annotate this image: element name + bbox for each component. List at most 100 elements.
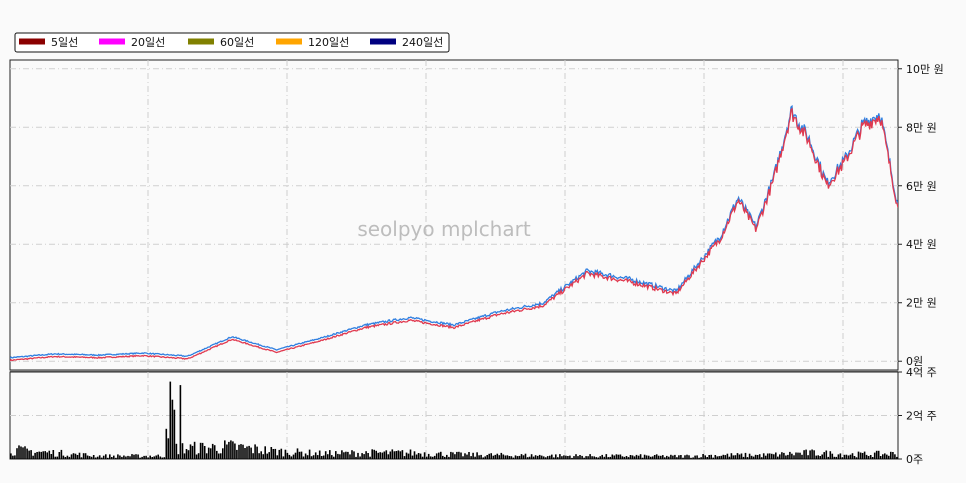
volume-bar [349, 454, 351, 459]
volume-bar [278, 449, 281, 459]
volume-bar [42, 451, 44, 459]
volume-bar [197, 453, 200, 459]
volume-bar [16, 448, 18, 459]
volume-bar [195, 454, 198, 459]
volume-bar [407, 453, 410, 459]
volume-bar [274, 448, 277, 459]
volume-bar [793, 455, 795, 459]
volume-bar [46, 452, 48, 459]
volume-bar [296, 448, 299, 459]
volume-bar [155, 455, 157, 459]
volume-bar [696, 455, 698, 459]
legend-swatch [276, 38, 302, 45]
volume-bar [549, 455, 551, 459]
price-panel[interactable]: seolpyo mplchart 0원 2만 원 4만 원 6만 원 8만 원 10만 원 [9, 59, 944, 371]
volume-tick-label: 2억 주 [906, 410, 937, 423]
volume-bar [244, 448, 246, 459]
volume-bar [877, 450, 880, 459]
volume-bar [300, 451, 303, 459]
volume-bar [492, 455, 495, 459]
volume-bar [890, 451, 892, 459]
volume-bar [216, 450, 218, 459]
volume-bar [621, 456, 624, 459]
volume-bar [159, 456, 162, 459]
volume-bar [773, 454, 775, 459]
volume-bar [286, 452, 289, 459]
volume-bar [809, 450, 811, 459]
volume-bar [791, 453, 793, 459]
volume-bar [849, 454, 852, 459]
volume-bar [639, 454, 642, 459]
volume-bar [750, 455, 753, 459]
volume-bar [111, 457, 113, 459]
volume-bar [14, 455, 16, 459]
volume-bar [462, 456, 464, 459]
volume-bar [201, 442, 204, 459]
volume-bar [775, 452, 777, 459]
volume-bar [835, 456, 838, 459]
volume-bar [379, 452, 381, 459]
volume-bar [119, 455, 121, 459]
volume-bar [415, 454, 418, 459]
volume-bar [64, 457, 67, 459]
volume-bar [341, 450, 343, 459]
volume-bar [38, 451, 40, 459]
volume-bar [540, 455, 543, 459]
volume-bar [270, 447, 273, 459]
volume-bar [692, 457, 694, 459]
volume-bar [807, 455, 809, 459]
volume-bar [718, 456, 721, 459]
volume-bar [502, 454, 505, 459]
volume-bar [62, 455, 65, 459]
volume-bar [710, 454, 712, 459]
volume-bar [528, 456, 531, 459]
volume-bar [203, 446, 206, 459]
volume-bar [585, 456, 587, 459]
volume-bar [264, 446, 266, 459]
volume-bar [421, 456, 424, 459]
legend-swatch [370, 38, 396, 45]
volume-bar [329, 450, 331, 459]
price-tick-label: 4만 원 [906, 238, 937, 251]
legend-swatch [188, 38, 214, 45]
volume-bar [308, 449, 311, 459]
volume-bar [294, 452, 297, 459]
price-tick-label: 0원 [906, 355, 923, 368]
volume-bar [470, 456, 472, 459]
volume-bar [637, 455, 640, 459]
volume-bar [70, 454, 73, 459]
volume-bar [797, 452, 799, 459]
volume-bar [615, 454, 618, 459]
volume-bar [829, 451, 832, 459]
volume-bar [105, 454, 107, 459]
volume-bar [837, 454, 840, 459]
volume-bar [565, 455, 567, 459]
volume-bar [444, 456, 446, 459]
volume-bar [143, 455, 145, 459]
volume-bar [777, 456, 779, 459]
volume-bar [591, 456, 593, 459]
volume-bar [209, 448, 212, 459]
volume-bar [657, 455, 660, 459]
volume-bar [857, 451, 860, 459]
volume-bar [795, 452, 797, 459]
volume-bar [187, 450, 190, 459]
volume-bar [30, 450, 32, 459]
volume-bar [789, 451, 791, 459]
volume-bar [500, 452, 503, 459]
volume-bar [563, 455, 565, 459]
volume-bar [859, 452, 862, 459]
volume-bar [569, 455, 571, 459]
volume-bar [409, 449, 412, 459]
volume-bar [224, 440, 226, 459]
volume-bar [740, 453, 743, 459]
volume-bar [787, 454, 789, 459]
volume-panel[interactable]: 0주 2억 주 4억 주 [9, 366, 937, 466]
volume-bar [684, 455, 686, 459]
volume-bar [619, 454, 622, 459]
legend-label: 60일선 [220, 35, 254, 49]
volume-bar [109, 454, 111, 459]
volume-bar [577, 456, 579, 459]
volume-bar [361, 453, 363, 459]
volume-bar [714, 455, 717, 459]
